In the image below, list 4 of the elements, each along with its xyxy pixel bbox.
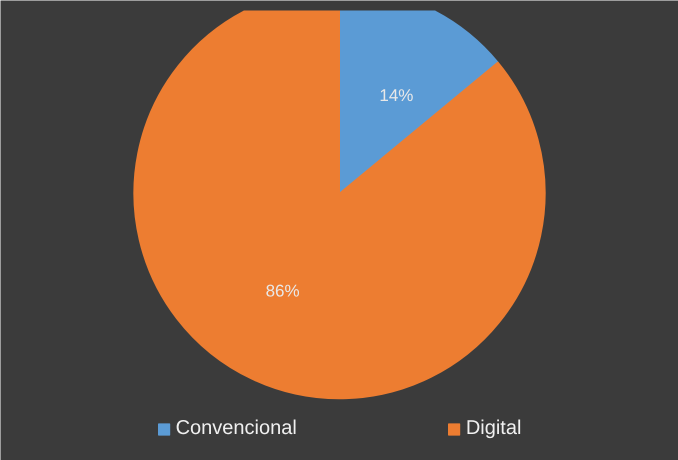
data-label: 86%: [266, 281, 300, 300]
data-label: 14%: [379, 86, 414, 105]
legend-label: Digital: [466, 417, 522, 440]
legend-label: Convencional: [176, 417, 297, 440]
